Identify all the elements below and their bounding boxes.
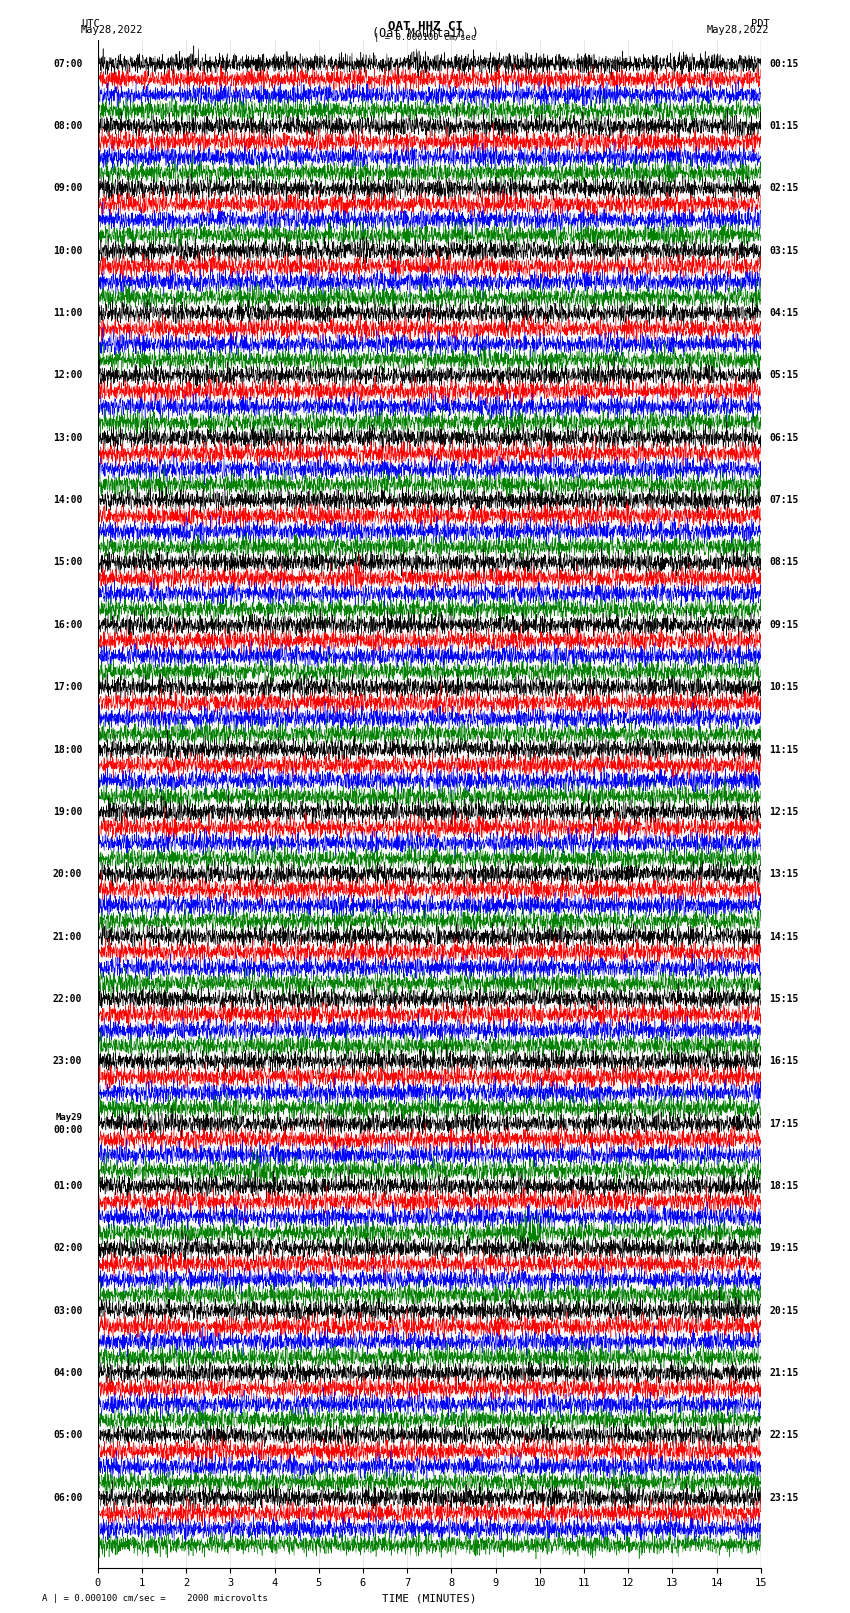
Text: 14:15: 14:15 bbox=[769, 932, 799, 942]
Text: 10:15: 10:15 bbox=[769, 682, 799, 692]
Text: 03:00: 03:00 bbox=[53, 1305, 82, 1316]
Text: 19:00: 19:00 bbox=[53, 806, 82, 816]
Text: 12:00: 12:00 bbox=[53, 371, 82, 381]
Text: 00:15: 00:15 bbox=[769, 58, 799, 69]
Text: 05:00: 05:00 bbox=[53, 1431, 82, 1440]
Text: 01:15: 01:15 bbox=[769, 121, 799, 131]
Text: 04:15: 04:15 bbox=[769, 308, 799, 318]
Text: 15:00: 15:00 bbox=[53, 558, 82, 568]
Text: 02:00: 02:00 bbox=[53, 1244, 82, 1253]
Text: 11:15: 11:15 bbox=[769, 745, 799, 755]
Text: 05:15: 05:15 bbox=[769, 371, 799, 381]
Text: 11:00: 11:00 bbox=[53, 308, 82, 318]
Text: 18:00: 18:00 bbox=[53, 745, 82, 755]
Text: 07:00: 07:00 bbox=[53, 58, 82, 69]
Text: 17:15: 17:15 bbox=[769, 1118, 799, 1129]
Text: 17:00: 17:00 bbox=[53, 682, 82, 692]
X-axis label: TIME (MINUTES): TIME (MINUTES) bbox=[382, 1594, 477, 1603]
Text: 10:00: 10:00 bbox=[53, 245, 82, 256]
Text: 07:15: 07:15 bbox=[769, 495, 799, 505]
Text: 08:15: 08:15 bbox=[769, 558, 799, 568]
Text: 12:15: 12:15 bbox=[769, 806, 799, 816]
Text: 21:15: 21:15 bbox=[769, 1368, 799, 1378]
Text: A | = 0.000100 cm/sec =    2000 microvolts: A | = 0.000100 cm/sec = 2000 microvolts bbox=[42, 1594, 269, 1603]
Text: 00:00: 00:00 bbox=[53, 1126, 82, 1136]
Text: | = 0.000100 cm/sec: | = 0.000100 cm/sec bbox=[374, 32, 476, 42]
Text: 14:00: 14:00 bbox=[53, 495, 82, 505]
Text: (Oat Mountain ): (Oat Mountain ) bbox=[371, 26, 479, 40]
Text: 15:15: 15:15 bbox=[769, 994, 799, 1003]
Text: 22:15: 22:15 bbox=[769, 1431, 799, 1440]
Text: 22:00: 22:00 bbox=[53, 994, 82, 1003]
Text: 20:15: 20:15 bbox=[769, 1305, 799, 1316]
Text: 02:15: 02:15 bbox=[769, 184, 799, 194]
Text: May29: May29 bbox=[55, 1113, 82, 1123]
Text: 03:15: 03:15 bbox=[769, 245, 799, 256]
Text: May28,2022: May28,2022 bbox=[81, 24, 144, 35]
Text: 13:00: 13:00 bbox=[53, 432, 82, 444]
Text: 16:00: 16:00 bbox=[53, 619, 82, 629]
Text: 01:00: 01:00 bbox=[53, 1181, 82, 1190]
Text: May28,2022: May28,2022 bbox=[706, 24, 769, 35]
Text: 21:00: 21:00 bbox=[53, 932, 82, 942]
Text: 06:15: 06:15 bbox=[769, 432, 799, 444]
Text: 08:00: 08:00 bbox=[53, 121, 82, 131]
Text: 16:15: 16:15 bbox=[769, 1057, 799, 1066]
Text: 09:15: 09:15 bbox=[769, 619, 799, 629]
Text: 18:15: 18:15 bbox=[769, 1181, 799, 1190]
Text: 09:00: 09:00 bbox=[53, 184, 82, 194]
Text: OAT HHZ CI: OAT HHZ CI bbox=[388, 19, 462, 34]
Text: 23:00: 23:00 bbox=[53, 1057, 82, 1066]
Text: 06:00: 06:00 bbox=[53, 1492, 82, 1503]
Text: UTC: UTC bbox=[81, 18, 99, 29]
Text: 23:15: 23:15 bbox=[769, 1492, 799, 1503]
Text: PDT: PDT bbox=[751, 18, 769, 29]
Text: 04:00: 04:00 bbox=[53, 1368, 82, 1378]
Text: 13:15: 13:15 bbox=[769, 869, 799, 879]
Text: 19:15: 19:15 bbox=[769, 1244, 799, 1253]
Text: 20:00: 20:00 bbox=[53, 869, 82, 879]
